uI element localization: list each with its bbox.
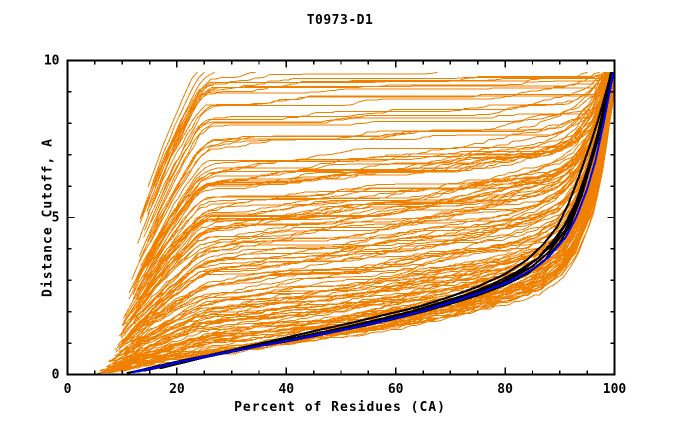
prediction-curve — [155, 71, 600, 209]
prediction-curve — [133, 71, 612, 322]
prediction-curve — [132, 71, 612, 308]
prediction-curve — [138, 71, 615, 262]
prediction-curve — [135, 71, 610, 300]
prediction-curve — [136, 71, 615, 290]
prediction-curve — [120, 71, 615, 345]
prediction-curve — [114, 71, 613, 370]
prediction-curve — [127, 71, 615, 341]
prediction-curve — [147, 71, 198, 188]
x-tick-label: 20 — [169, 381, 185, 397]
prediction-curves-group — [96, 71, 615, 375]
reference-curve — [159, 72, 613, 370]
highlighted-curve-group — [132, 72, 615, 374]
prediction-curve — [148, 71, 615, 206]
prediction-curve — [109, 71, 615, 371]
prediction-curve — [142, 71, 614, 278]
highlighted-curve — [132, 72, 615, 374]
prediction-curve — [154, 71, 614, 187]
prediction-curve — [156, 71, 438, 178]
prediction-curve — [153, 71, 588, 187]
axis-frame — [66, 59, 616, 376]
prediction-curve — [134, 71, 615, 320]
prediction-curve — [131, 71, 605, 280]
prediction-curve — [121, 71, 611, 326]
prediction-curve — [134, 71, 614, 297]
prediction-curve — [127, 71, 611, 344]
x-tick-label: 0 — [63, 381, 72, 397]
prediction-curve — [115, 71, 615, 353]
prediction-curve — [154, 71, 614, 224]
page-title: T0973-D1 — [306, 13, 374, 28]
prediction-curve — [102, 71, 614, 373]
prediction-curve — [139, 71, 608, 257]
y-tick-label: 10 — [43, 53, 60, 68]
prediction-curve — [108, 71, 614, 372]
prediction-curve — [134, 71, 608, 325]
prediction-curve — [136, 71, 611, 305]
prediction-curve — [139, 71, 614, 224]
prediction-curve — [131, 71, 614, 334]
prediction-curve — [139, 71, 205, 220]
prediction-curve — [144, 71, 608, 231]
prediction-curve — [140, 71, 615, 298]
prediction-curve — [137, 71, 611, 292]
prediction-curve — [137, 71, 611, 300]
prediction-curve — [123, 71, 613, 334]
prediction-curve — [143, 71, 615, 238]
x-axis-label: Percent of Residues (CA) — [234, 400, 446, 415]
prediction-curve — [132, 71, 615, 295]
prediction-curve — [124, 71, 613, 335]
prediction-curve — [135, 71, 615, 309]
prediction-curve — [146, 71, 615, 212]
prediction-curve — [140, 71, 604, 267]
prediction-curve — [132, 71, 607, 289]
prediction-curve — [96, 71, 615, 375]
prediction-curve — [135, 71, 615, 300]
x-tick-label: 40 — [278, 381, 295, 397]
prediction-curve — [139, 71, 615, 303]
prediction-curve — [136, 71, 610, 309]
x-tick-label: 80 — [497, 381, 513, 397]
x-tick-label: 60 — [387, 381, 404, 397]
prediction-curve — [141, 71, 610, 273]
x-tick-label: 100 — [602, 381, 627, 397]
prediction-curve — [128, 71, 608, 293]
prediction-curve — [121, 71, 615, 344]
prediction-curve — [149, 71, 215, 192]
y-tick-label: 0 — [51, 367, 60, 382]
prediction-curve — [152, 71, 615, 200]
y-tick-label: 5 — [51, 210, 60, 225]
prediction-curve — [149, 71, 609, 243]
prediction-curve — [114, 71, 613, 356]
prediction-curve — [137, 71, 606, 276]
prediction-curve — [136, 71, 615, 311]
prediction-curve — [114, 71, 613, 367]
prediction-curve — [130, 71, 614, 333]
prediction-curve — [100, 71, 614, 373]
prediction-curve — [141, 71, 256, 217]
prediction-curve — [136, 71, 610, 282]
prediction-curve — [119, 71, 615, 353]
prediction-curve — [147, 71, 614, 241]
prediction-curve — [124, 71, 615, 342]
prediction-curve — [122, 71, 615, 361]
